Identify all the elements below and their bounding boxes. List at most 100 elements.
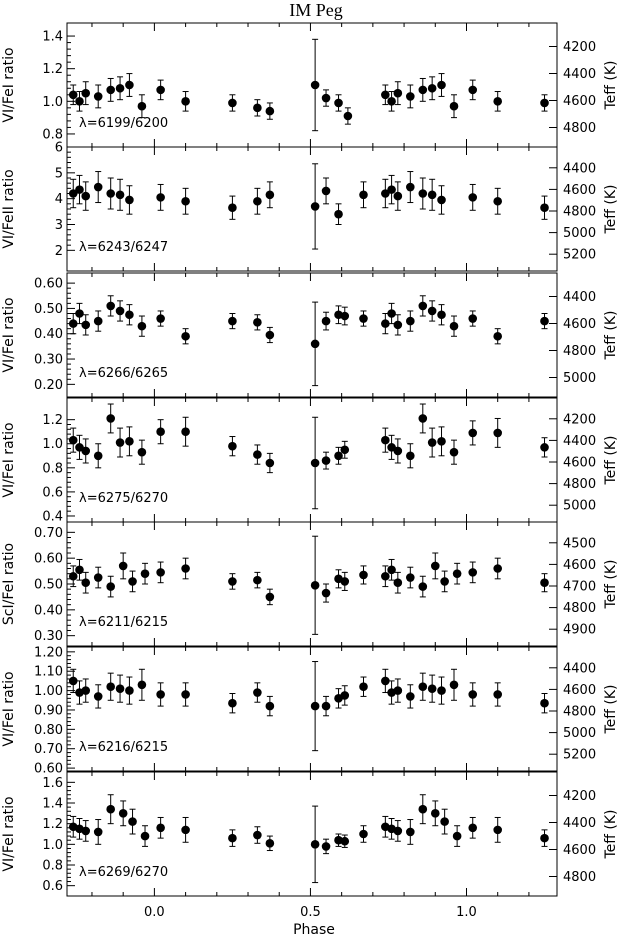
data-point	[181, 331, 190, 341]
right-tick-label: 5000	[563, 726, 596, 741]
data-point	[493, 97, 503, 106]
right-tick-label: 4800	[563, 205, 596, 220]
data-point	[125, 437, 134, 446]
y-tick-label: 0.70	[34, 526, 63, 541]
y-tick-label: 0.40	[34, 327, 63, 342]
data-point	[387, 443, 396, 452]
data-point	[137, 101, 147, 111]
right-tick-label: 4600	[563, 317, 596, 332]
right-tick-label: 4700	[563, 580, 596, 595]
data-point	[440, 817, 449, 826]
data-point	[418, 189, 428, 198]
data-point	[140, 831, 150, 841]
data-point	[334, 209, 343, 219]
data-point	[81, 578, 91, 588]
right-tick-label: 4800	[563, 121, 596, 136]
y-tick-label: 1.2	[42, 413, 63, 428]
data-point	[93, 451, 103, 461]
data-point	[340, 445, 350, 455]
data-point	[393, 686, 403, 695]
data-point	[137, 447, 147, 457]
data-point	[128, 577, 137, 586]
right-axis-label: Teff (K)	[603, 810, 619, 860]
data-point	[253, 196, 262, 206]
y-tick-label: 2	[55, 244, 63, 259]
data-point	[228, 98, 237, 108]
data-point	[430, 809, 440, 818]
data-point	[156, 690, 165, 699]
data-point	[493, 428, 503, 438]
data-point	[493, 196, 503, 206]
data-point	[181, 196, 190, 206]
data-point	[118, 561, 128, 571]
data-point	[340, 691, 350, 700]
right-tick-label: 4600	[563, 558, 596, 573]
y-tick-label: 3	[55, 218, 63, 233]
data-point	[81, 320, 91, 330]
y-tick-label: 0.6	[42, 879, 63, 894]
panel-frame	[66, 272, 558, 398]
y-tick-label: 1.4	[42, 30, 63, 45]
y-tick-label: 0.70	[34, 742, 63, 757]
y-tick-label: 0.8	[42, 461, 63, 476]
data-point	[81, 446, 91, 456]
data-point	[540, 443, 549, 452]
right-tick-label: 4600	[563, 94, 596, 109]
data-point	[406, 692, 415, 701]
data-point	[381, 676, 390, 686]
data-point	[265, 330, 275, 340]
data-point	[156, 314, 165, 323]
data-point	[468, 193, 478, 202]
right-tick-label: 4800	[563, 870, 596, 885]
data-point	[418, 582, 428, 591]
y-tick-label: 1.10	[34, 665, 63, 680]
data-point	[115, 83, 125, 93]
data-point	[75, 185, 84, 194]
data-point	[115, 438, 125, 447]
data-point	[228, 316, 237, 326]
right-tick-label: 4200	[563, 789, 596, 804]
data-point	[406, 92, 415, 101]
data-point	[93, 692, 103, 701]
data-point	[340, 311, 350, 321]
data-point	[253, 830, 262, 840]
y-tick-label: 1.4	[42, 797, 63, 812]
panel-annotation: λ=6275/6270	[79, 491, 168, 506]
y-tick-label: 0.60	[34, 277, 63, 292]
figure-title: IM Peg	[289, 0, 343, 20]
data-point	[75, 309, 84, 318]
y-tick-label: 6	[55, 141, 63, 156]
panel-1: 0.8 1.0 1.2 1.4 4200 4400 4600 4800 VI/FeI ratio…	[1, 22, 619, 148]
data-point	[68, 571, 78, 581]
data-point	[406, 451, 415, 461]
data-point	[430, 561, 440, 571]
data-point	[387, 97, 396, 106]
data-point	[449, 447, 459, 457]
data-point	[418, 414, 428, 423]
right-tick-label: 4800	[563, 344, 596, 359]
y-tick-label: 1.0	[42, 95, 63, 110]
y-tick-label: 1.20	[34, 645, 63, 660]
data-point	[540, 316, 549, 326]
data-point	[181, 97, 190, 106]
data-point	[381, 319, 390, 328]
data-point	[334, 451, 343, 461]
data-point	[418, 85, 428, 95]
data-point	[125, 80, 134, 90]
right-tick-label: 4800	[563, 601, 596, 616]
data-point	[140, 569, 150, 578]
data-point	[115, 190, 125, 200]
y-axis-label: VI/FeI ratio	[1, 796, 17, 871]
y-axis-label: VI/FeI ratio	[1, 671, 17, 746]
data-point	[265, 190, 275, 200]
y-tick-label: 0.30	[34, 629, 63, 644]
data-point	[440, 577, 449, 586]
data-point	[310, 580, 320, 590]
data-point	[359, 570, 368, 580]
data-point	[452, 831, 462, 841]
data-point	[449, 321, 459, 331]
y-tick-label: 0.40	[34, 603, 63, 618]
right-axis-label: Teff (K)	[603, 685, 619, 735]
y-tick-label: 1.0	[42, 437, 63, 452]
data-point	[381, 189, 390, 198]
